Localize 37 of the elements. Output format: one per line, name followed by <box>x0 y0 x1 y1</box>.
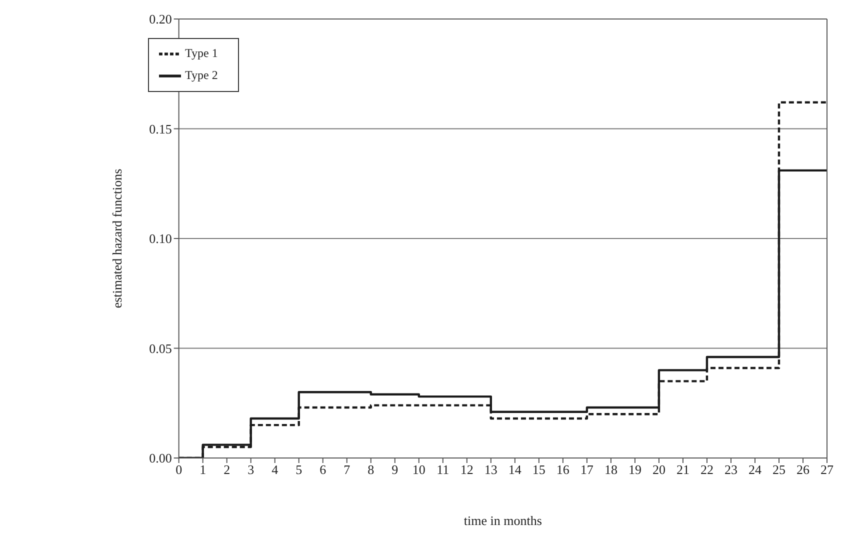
x-tick-label: 26 <box>796 462 810 478</box>
x-tick-label: 9 <box>392 462 398 478</box>
x-tick-label: 7 <box>344 462 351 478</box>
x-axis-title: time in months <box>464 513 542 528</box>
y-tick-label: 0.10 <box>149 231 172 246</box>
y-tick-label: 0.00 <box>149 450 172 466</box>
x-tick-label: 2 <box>224 462 230 478</box>
x-tick-label: 12 <box>460 462 474 478</box>
x-tick-label: 23 <box>724 462 738 478</box>
x-tick-label: 6 <box>320 462 327 478</box>
x-tick-label: 20 <box>652 462 666 478</box>
x-tick-label: 27 <box>820 462 834 478</box>
x-tick-label: 24 <box>748 462 762 478</box>
x-tick-label: 1 <box>200 462 206 478</box>
x-tick-label: 16 <box>556 462 570 478</box>
x-tick-label: 22 <box>700 462 714 478</box>
x-tick-label: 10 <box>412 462 426 478</box>
x-tick-label: 4 <box>272 462 279 478</box>
x-tick-label: 13 <box>484 462 498 478</box>
x-tick-label: 17 <box>580 462 594 478</box>
x-tick-label: 3 <box>248 462 254 478</box>
x-tick-label: 0 <box>176 462 182 478</box>
y-tick-label: 0.20 <box>149 12 172 27</box>
x-tick-label: 8 <box>368 462 374 478</box>
legend-label: Type 2 <box>185 68 218 82</box>
x-tick-label: 15 <box>532 462 546 478</box>
x-tick-label: 18 <box>604 462 618 478</box>
y-tick-label: 0.05 <box>149 340 172 356</box>
y-axis-title: estimated hazard functions <box>109 168 124 308</box>
x-tick-label: 5 <box>296 462 302 478</box>
y-tick-label: 0.15 <box>149 121 172 136</box>
x-tick-label: 11 <box>436 462 450 478</box>
x-tick-label: 19 <box>628 462 642 478</box>
x-tick-label: 21 <box>676 462 690 478</box>
x-tick-label: 25 <box>772 462 786 478</box>
legend-label: Type 1 <box>185 46 218 60</box>
x-tick-label: 14 <box>508 462 522 478</box>
